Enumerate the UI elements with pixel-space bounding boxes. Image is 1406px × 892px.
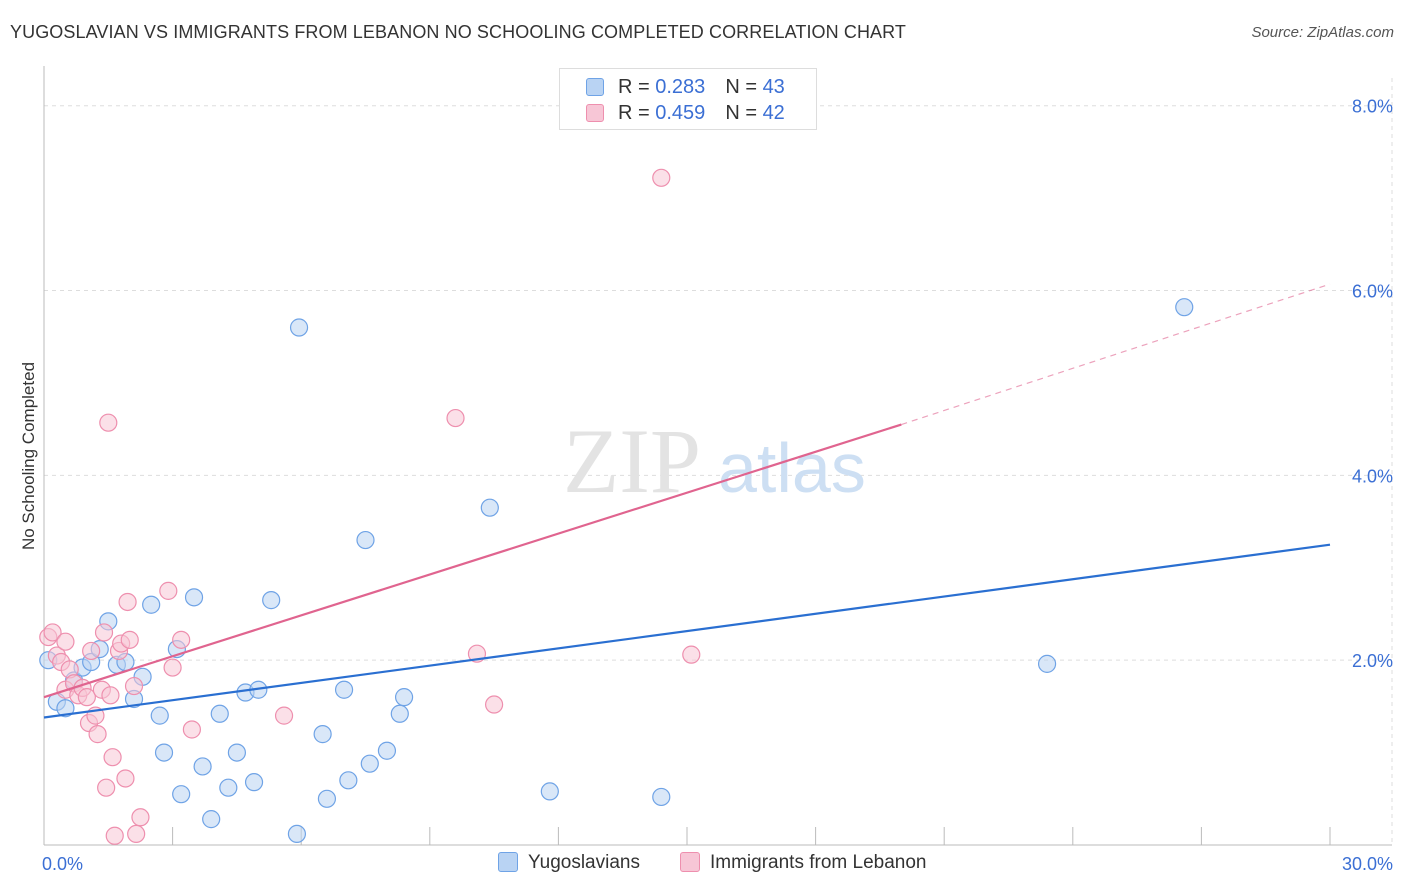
point-lebanon xyxy=(97,778,116,797)
y-tick-label: 4.0% xyxy=(1352,466,1393,486)
legend-top: R = 0.283 N = 43 R = 0.459 N = 42 xyxy=(559,68,817,130)
point-yugoslavians xyxy=(289,318,309,337)
legend-row-yugoslavians: R = 0.283 N = 43 xyxy=(586,76,785,100)
axes xyxy=(43,66,1392,846)
point-yugoslavians xyxy=(184,588,204,607)
point-lebanon xyxy=(88,725,107,744)
point-lebanon xyxy=(127,824,146,844)
point-lebanon xyxy=(131,808,150,827)
point-yugoslavians xyxy=(334,680,354,699)
point-yugoslavians xyxy=(377,741,397,760)
point-yugoslavians xyxy=(394,688,414,707)
point-lebanon xyxy=(101,686,120,705)
legend-row-lebanon: R = 0.459 N = 42 xyxy=(586,102,785,126)
point-lebanon xyxy=(446,408,465,428)
y-axis-label: No Schooling Completed xyxy=(19,362,38,550)
point-lebanon xyxy=(124,676,144,696)
legend-r-label: R = xyxy=(618,102,656,124)
point-yugoslavians xyxy=(356,530,375,550)
point-lebanon xyxy=(56,632,75,651)
trend-line-yugoslavians xyxy=(43,543,1331,719)
bottom-legend-yugoslavians: Yugoslavians xyxy=(498,852,640,874)
legend-n-value: 42 xyxy=(762,102,785,124)
point-yugoslavians xyxy=(287,824,307,844)
point-lebanon xyxy=(120,630,139,649)
legend-n-label: N = xyxy=(725,102,763,124)
chart-title: YUGOSLAVIAN VS IMMIGRANTS FROM LEBANON N… xyxy=(10,22,907,42)
legend-r-value: 0.459 xyxy=(655,102,706,124)
point-yugoslavians xyxy=(360,754,379,773)
point-yugoslavians xyxy=(313,725,332,744)
point-yugoslavians xyxy=(56,699,75,718)
y-tick-label: 8.0% xyxy=(1352,97,1393,117)
point-yugoslavians xyxy=(142,595,161,614)
y-tick-label: 6.0% xyxy=(1352,282,1393,302)
point-yugoslavians xyxy=(317,789,337,808)
x-tick-label: 30.0% xyxy=(1342,854,1393,874)
trend-line-lebanon-extension xyxy=(901,283,1331,426)
point-lebanon xyxy=(652,168,671,187)
bottom-legend-swatch-yugoslavians xyxy=(498,852,518,872)
point-yugoslavians xyxy=(219,778,238,797)
tick-labels: 2.0% 4.0% 6.0% 8.0% 0.0% 30.0% xyxy=(42,97,1393,874)
point-lebanon xyxy=(182,720,201,739)
x-tick-label: 0.0% xyxy=(42,854,83,874)
point-lebanon xyxy=(485,695,504,714)
point-lebanon xyxy=(682,645,701,664)
point-yugoslavians xyxy=(210,704,229,723)
point-lebanon xyxy=(163,658,182,677)
legend-n-value: 43 xyxy=(762,76,785,98)
point-lebanon xyxy=(43,623,62,642)
point-lebanon xyxy=(159,581,178,600)
grid-lines xyxy=(44,78,1393,845)
point-lebanon xyxy=(99,413,118,432)
point-lebanon xyxy=(103,748,122,767)
point-lebanon xyxy=(77,688,96,707)
point-yugoslavians xyxy=(202,810,221,829)
point-lebanon xyxy=(82,641,101,661)
point-yugoslavians xyxy=(390,704,409,723)
point-lebanon xyxy=(172,630,191,649)
point-yugoslavians xyxy=(154,743,174,762)
data-points xyxy=(39,168,1194,845)
point-yugoslavians xyxy=(339,771,358,790)
point-lebanon xyxy=(94,623,114,642)
point-lebanon xyxy=(116,769,135,788)
point-lebanon xyxy=(105,826,124,845)
point-yugoslavians xyxy=(540,782,559,801)
point-yugoslavians xyxy=(652,787,671,807)
y-tick-label: 2.0% xyxy=(1352,651,1393,671)
bottom-legend-label: Immigrants from Lebanon xyxy=(710,852,927,873)
watermark-zip: ZIP xyxy=(563,410,701,512)
bottom-legend-swatch-lebanon xyxy=(680,852,700,872)
bottom-legend-lebanon: Immigrants from Lebanon xyxy=(680,852,927,874)
watermark-atlas: atlas xyxy=(718,429,866,507)
bottom-legend-label: Yugoslavians xyxy=(528,852,640,873)
point-yugoslavians xyxy=(1037,654,1057,673)
legend-r-label: R = xyxy=(618,76,656,98)
trend-lines xyxy=(43,283,1331,719)
point-yugoslavians xyxy=(193,757,212,776)
watermark: ZIP atlas xyxy=(563,410,866,512)
legend-n-label: N = xyxy=(725,76,763,98)
legend-swatch-yugoslavians xyxy=(586,78,604,96)
point-yugoslavians xyxy=(1175,298,1194,317)
point-yugoslavians xyxy=(262,591,281,610)
legend-swatch-lebanon xyxy=(586,104,604,122)
point-yugoslavians xyxy=(480,498,499,517)
point-yugoslavians xyxy=(172,785,191,804)
point-yugoslavians xyxy=(227,743,246,762)
trend-line-lebanon xyxy=(43,423,902,699)
legend-r-value: 0.283 xyxy=(655,76,706,98)
point-lebanon xyxy=(274,706,294,725)
chart-source: Source: ZipAtlas.com xyxy=(1251,24,1394,41)
point-yugoslavians xyxy=(150,706,169,725)
point-yugoslavians xyxy=(244,773,264,792)
point-lebanon xyxy=(118,592,137,612)
